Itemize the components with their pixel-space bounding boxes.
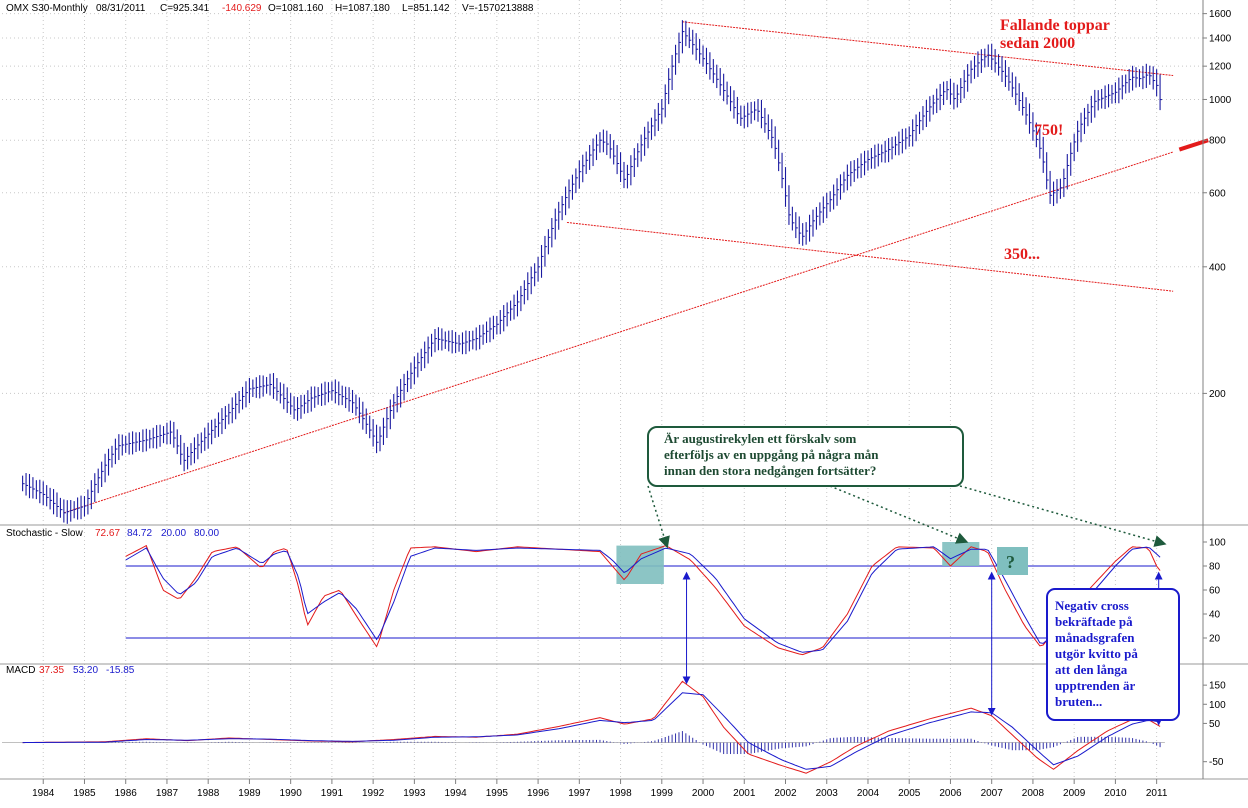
- x-tick-label: 2010: [1104, 788, 1127, 799]
- x-tick-label: 1990: [280, 788, 303, 799]
- x-tick-label: 1999: [651, 788, 674, 799]
- question-line-2: efterföljs av en uppgång på några mån: [664, 447, 879, 462]
- price-y-tick-label: 1600: [1209, 9, 1232, 20]
- macd-signal-value: 53.20: [73, 665, 98, 676]
- x-tick-label: 2003: [816, 788, 839, 799]
- price-y-tick-label: 400: [1209, 262, 1226, 273]
- header-symbol: OMX S30-Monthly: [6, 3, 88, 14]
- question-mark-highlight: [997, 547, 1028, 575]
- x-tick-label: 2006: [939, 788, 962, 799]
- macd-y-tick-label: -50: [1209, 757, 1224, 768]
- stochastic-label: Stochastic - Slow: [6, 528, 83, 539]
- stochastic-y-tick-label: 20: [1209, 634, 1221, 645]
- x-tick-label: 1984: [32, 788, 55, 799]
- conclusion-callout-box: [1046, 588, 1180, 721]
- x-tick-label: 1993: [403, 788, 426, 799]
- x-tick-label: 1988: [197, 788, 220, 799]
- x-tick-label: 2009: [1063, 788, 1086, 799]
- trendline-channel-350: [566, 221, 1174, 292]
- x-tick-label: 2000: [692, 788, 715, 799]
- x-tick-label: 1986: [115, 788, 138, 799]
- stochastic-y-tick-label: 40: [1209, 610, 1221, 621]
- level-350-label: 350...: [1004, 246, 1040, 263]
- conclusion-line-1: Negativ cross: [1055, 598, 1129, 613]
- stochastic-highlight: [616, 545, 664, 584]
- x-tick-label: 1989: [238, 788, 261, 799]
- trendline-support-750: [63, 151, 1174, 514]
- conclusion-callout: Negativ cross bekräftade på månadsgrafen…: [1046, 588, 1180, 721]
- header-low: L=851.142: [402, 3, 450, 14]
- price-y-tick-label: 200: [1209, 389, 1226, 400]
- question-line-3: innan den stora nedgången fortsätter?: [664, 463, 876, 478]
- header-high: H=1087.180: [335, 3, 390, 14]
- stochastic-d-value: 84.72: [127, 528, 152, 539]
- x-tick-label: 2007: [981, 788, 1004, 799]
- level-750-label: 750!: [1034, 122, 1063, 139]
- x-tick-label: 1987: [156, 788, 179, 799]
- stochastic-y-tick-label: 60: [1209, 586, 1221, 597]
- x-tick-label: 2011: [1146, 788, 1168, 799]
- macd-value: 37.35: [39, 665, 64, 676]
- falling-tops-label-line2: sedan 2000: [1000, 35, 1075, 52]
- x-tick-label: 2002: [774, 788, 797, 799]
- conclusion-line-2: bekräftade på: [1055, 614, 1133, 629]
- x-tick-label: 2005: [898, 788, 921, 799]
- x-tick-label: 2004: [857, 788, 880, 799]
- x-tick-label: 1998: [609, 788, 632, 799]
- header-close: C=925.341: [160, 3, 210, 14]
- macd-y-tick-label: 50: [1209, 719, 1221, 730]
- x-tick-label: 1997: [568, 788, 591, 799]
- price-y-tick-label: 1200: [1209, 62, 1232, 73]
- macd-histogram-value: -15.85: [106, 665, 135, 676]
- header-volume: V=-1570213888: [462, 3, 534, 14]
- stochastic-y-tick-label: 100: [1209, 538, 1226, 549]
- question-callout: Är augustirekylen ett förskalv som efter…: [647, 426, 964, 487]
- x-tick-label: 1994: [444, 788, 467, 799]
- header-date: 08/31/2011: [96, 3, 146, 14]
- header-open: O=1081.160: [268, 3, 324, 14]
- stochastic-high-level: 80.00: [194, 528, 219, 539]
- price-y-tick-label: 800: [1209, 136, 1226, 147]
- price-y-tick-label: 600: [1209, 188, 1226, 199]
- x-tick-label: 1996: [527, 788, 550, 799]
- stochastic-k-value: 72.67: [95, 528, 120, 539]
- price-y-tick-label: 1400: [1209, 34, 1232, 45]
- stochastic-y-tick-label: 80: [1209, 562, 1221, 573]
- x-tick-label: 2008: [1022, 788, 1045, 799]
- macd-y-tick-label: 150: [1209, 681, 1226, 692]
- conclusion-line-3: månadsgrafen: [1055, 630, 1135, 645]
- macd-line-blue: [22, 692, 1161, 770]
- stochastic-line-red: [125, 544, 1161, 656]
- falling-tops-label-line1: Fallande toppar: [1000, 17, 1110, 34]
- question-line-1: Är augustirekylen ett förskalv som: [664, 431, 857, 446]
- stochastic-low-level: 20.00: [161, 528, 186, 539]
- conclusion-line-5: att den långa: [1055, 662, 1128, 677]
- conclusion-line-7: bruten...: [1055, 694, 1102, 709]
- callout-arrow: [829, 485, 969, 544]
- header-change: -140.629: [222, 3, 262, 14]
- x-tick-label: 2001: [733, 788, 756, 799]
- stochastic-line-blue: [125, 546, 1161, 653]
- x-tick-label: 1991: [321, 788, 344, 799]
- question-callout-box: [647, 426, 964, 487]
- x-tick-label: 1995: [486, 788, 509, 799]
- macd-label: MACD: [6, 665, 35, 676]
- price-y-tick-label: 1000: [1209, 95, 1232, 106]
- x-tick-label: 1985: [73, 788, 96, 799]
- macd-y-tick-label: 100: [1209, 700, 1226, 711]
- trendline-falling-tops: [682, 21, 1174, 77]
- conclusion-line-4: utgör kvitto på: [1055, 646, 1138, 661]
- conclusion-line-6: upptrenden är: [1055, 678, 1136, 693]
- x-tick-label: 1992: [362, 788, 385, 799]
- question-mark: ?: [1006, 552, 1015, 572]
